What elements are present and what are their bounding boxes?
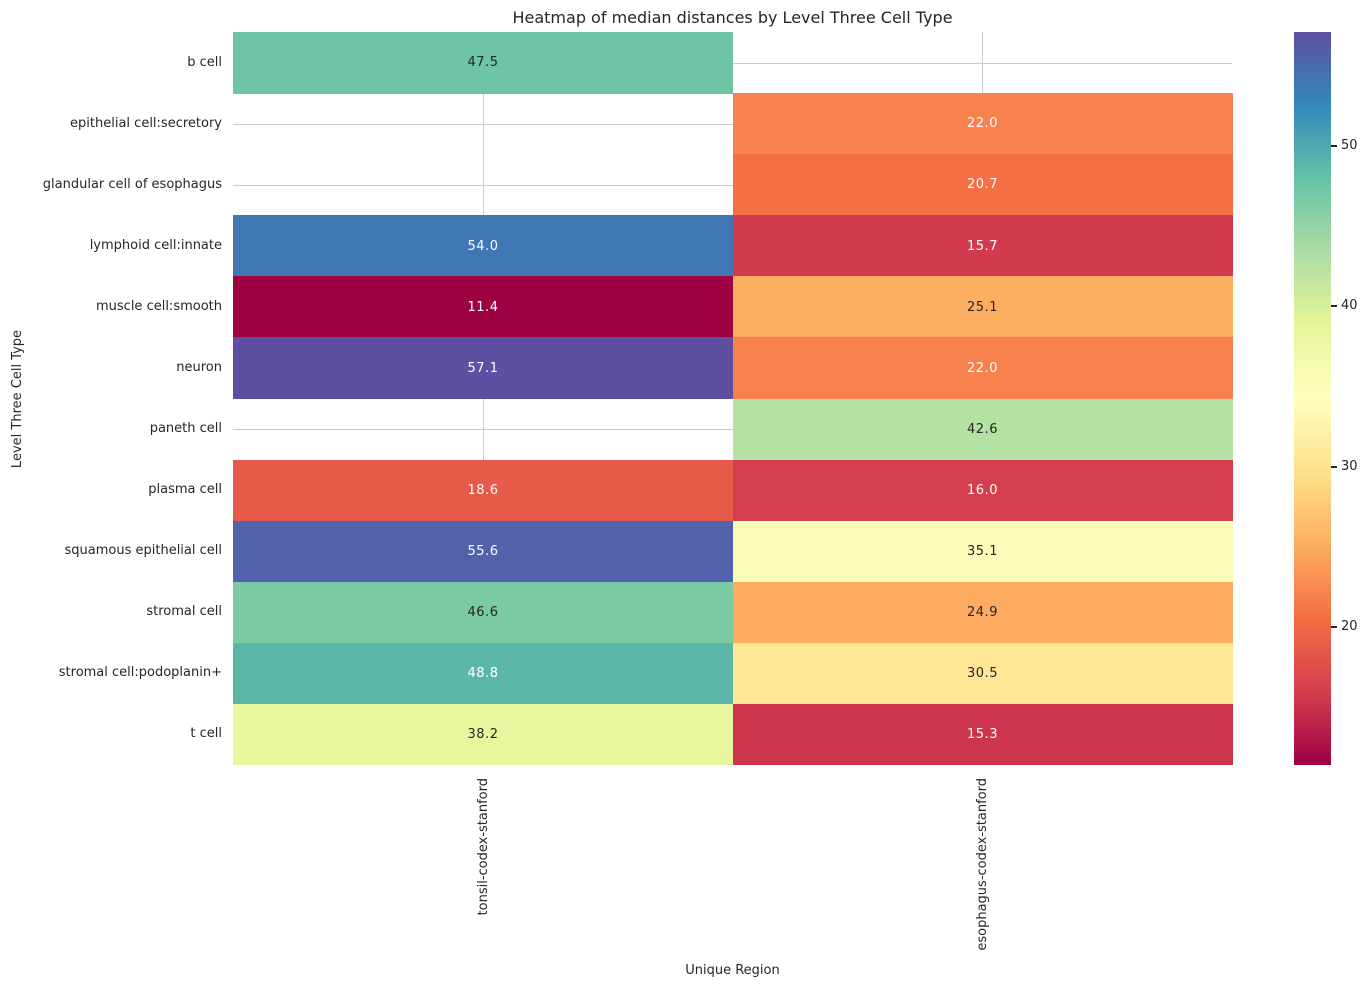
- y-tick-label: epithelial cell:secretory: [70, 115, 222, 131]
- x-tick-label: tonsil-codex-stanford: [475, 778, 491, 916]
- colorbar-tick-label: 50: [1341, 137, 1358, 153]
- heatmap-cell: 55.6: [233, 520, 733, 583]
- heatmap-cell: 18.6: [233, 459, 733, 522]
- heatmap-cell: 38.2: [233, 703, 733, 766]
- colorbar-tick-label: 20: [1341, 619, 1358, 635]
- heatmap-cell: 15.3: [732, 703, 1233, 766]
- heatmap-cell: 11.4: [233, 276, 733, 338]
- colorbar-gradient: [1294, 32, 1331, 765]
- heatmap-cell: 35.1: [732, 520, 1233, 583]
- colorbar-tick-label: 30: [1341, 458, 1358, 474]
- heatmap-cell: 47.5: [233, 32, 733, 94]
- heatmap-cell: 15.7: [732, 215, 1233, 277]
- y-tick-label: glandular cell of esophagus: [42, 176, 222, 192]
- heatmap-cell: 20.7: [732, 154, 1233, 216]
- y-tick-label: muscle cell:smooth: [96, 298, 222, 314]
- heatmap-cell: 48.8: [233, 642, 733, 705]
- colorbar-tick-mark: [1331, 144, 1337, 147]
- y-tick-label: lymphoid cell:innate: [89, 237, 222, 253]
- x-tick-label: esophagus-codex-stanford: [975, 778, 991, 951]
- y-tick-label: stromal cell: [146, 604, 222, 620]
- y-tick-label: stromal cell:podoplanin+: [58, 665, 222, 681]
- heatmap-cell: 16.0: [732, 459, 1233, 522]
- heatmap-cell: 25.1: [732, 276, 1233, 338]
- heatmap-cell: 54.0: [233, 215, 733, 277]
- heatmap-cell: 42.6: [732, 398, 1233, 461]
- colorbar-tick-label: 40: [1341, 298, 1358, 314]
- heatmap-cell: 46.6: [233, 581, 733, 644]
- heatmap-cell: 57.1: [233, 337, 733, 399]
- heatmap-cell: 24.9: [732, 581, 1233, 644]
- y-tick-label: paneth cell: [149, 421, 222, 437]
- heatmap-cell: 30.5: [732, 642, 1233, 705]
- heatmap-cell: 22.0: [732, 337, 1233, 399]
- y-tick-label: neuron: [176, 359, 222, 375]
- y-tick-label: t cell: [190, 726, 222, 742]
- y-tick-label: b cell: [187, 54, 222, 70]
- colorbar-tick-mark: [1331, 626, 1337, 629]
- colorbar-tick-mark: [1331, 465, 1337, 468]
- y-axis-label: Level Three Cell Type: [10, 329, 25, 469]
- x-axis-label: Unique Region: [685, 963, 780, 978]
- colorbar-tick-mark: [1331, 305, 1337, 308]
- chart-title: Heatmap of median distances by Level Thr…: [512, 8, 953, 27]
- y-tick-label: squamous epithelial cell: [64, 543, 223, 559]
- y-tick-label: plasma cell: [148, 482, 222, 498]
- heatmap-cell: 22.0: [732, 93, 1233, 155]
